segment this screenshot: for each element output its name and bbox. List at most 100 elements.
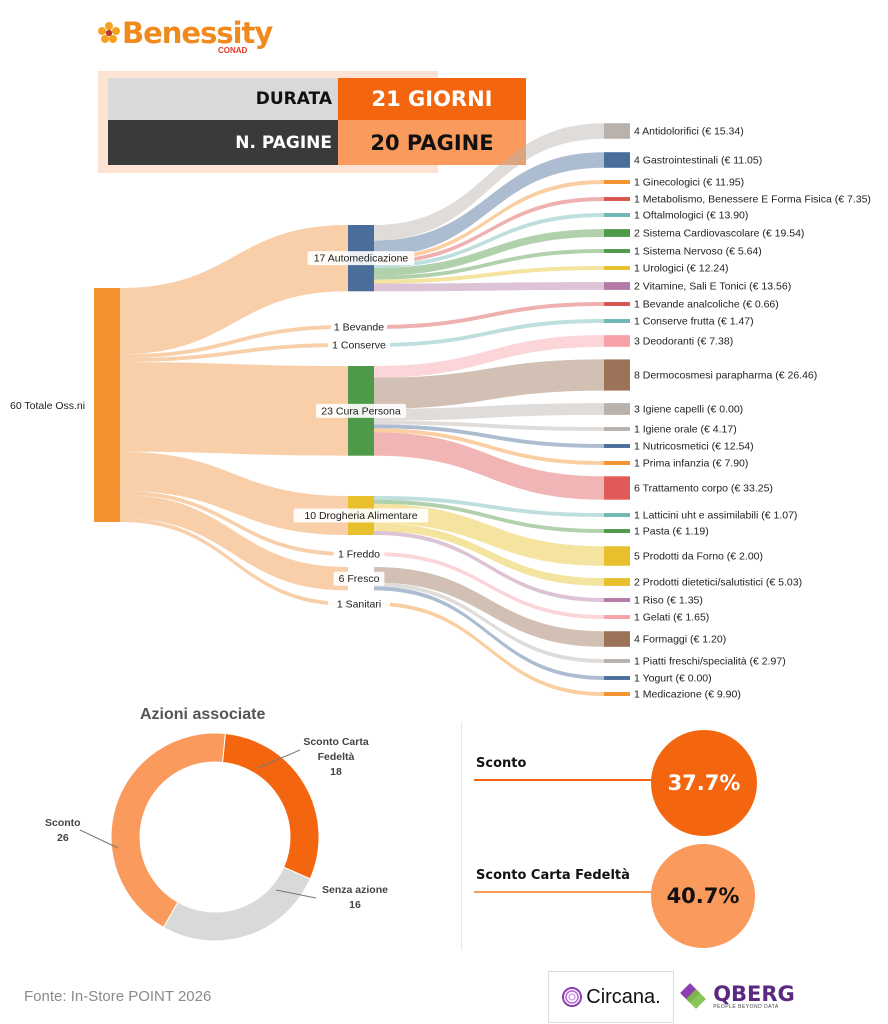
- link-1-oftalmologici-13-90: [374, 213, 604, 268]
- leaf-label-6-trattamento-corpo-33-25: 6 Trattamento corpo (€ 33.25): [634, 483, 773, 495]
- leaf-label-2-vitamine-sali-e-tonici-13-56: 2 Vitamine, Sali E Tonici (€ 13.56): [634, 281, 791, 293]
- link-source-cura: [120, 362, 348, 456]
- leaf-node-6-trattamento-corpo-33-25: [604, 476, 630, 500]
- link-1-piatti-freschi-specialit-2-97: [374, 582, 604, 663]
- leaf-node-1-urologici-12-24: [604, 266, 630, 270]
- leaf-label-1-latticini-uht-e-assimilabili-1-07: 1 Latticini uht e assimilabili (€ 1.07): [634, 510, 797, 522]
- kpi-sconto-label: Sconto: [476, 756, 527, 771]
- category-label-bg-sani: [328, 596, 390, 611]
- leaf-label-5-prodotti-da-forno-2-00: 5 Prodotti da Forno (€ 2.00): [634, 551, 763, 563]
- link-1-ginecologici-11-95: [374, 180, 604, 261]
- link-1-riso-1-35: [374, 531, 604, 602]
- leaf-label-1-piatti-freschi-specialit-2-97: 1 Piatti freschi/specialità (€ 2.97): [634, 656, 786, 668]
- kpi-sconto-circle: 37.7%: [651, 730, 757, 836]
- leaf-label-1-igiene-orale-4-17: 1 Igiene orale (€ 4.17): [634, 424, 737, 436]
- logo-sub: CONAD: [218, 46, 248, 55]
- leaf-node-1-yogurt-0-00: [604, 676, 630, 680]
- leaf-node-1-nutricosmetici-12-54: [604, 444, 630, 448]
- circana-icon: [562, 987, 583, 1007]
- leaf-label-1-prima-infanzia-7-90: 1 Prima infanzia (€ 7.90): [634, 458, 748, 470]
- kpi-fedelta-circle: 40.7%: [651, 844, 755, 948]
- link-source-fres: [120, 494, 348, 591]
- link-source-fred: [120, 490, 348, 556]
- label-senza: Senza azione 16: [322, 884, 388, 911]
- link-1-metabolismo-benessere-e-forma-fisica-7-35: [374, 197, 604, 264]
- leaf-label-2-prodotti-dietetici-salutistici-5-03: 2 Prodotti dietetici/salutistici (€ 5.03…: [634, 577, 802, 589]
- link-1-yogurt-0-00: [374, 586, 604, 680]
- link-source-bev: [120, 325, 348, 359]
- qberg-logo: QBERG PEOPLE BEYOND DATA: [676, 976, 798, 1018]
- link-1-conserve-frutta-1-47: [374, 319, 604, 347]
- label-fedelta: Sconto Carta Fedeltà 18: [303, 736, 369, 778]
- leaf-node-5-prodotti-da-forno-2-00: [604, 546, 630, 566]
- leaf-node-2-prodotti-dietetici-salutistici-5-03: [604, 578, 630, 586]
- leaf-label-3-igiene-capelli-0-00: 3 Igiene capelli (€ 0.00): [634, 404, 743, 416]
- link-1-sistema-nervoso-5-64: [374, 249, 604, 280]
- link-3-deodoranti-7-38: [374, 335, 604, 378]
- leaf-node-1-conserve-frutta-1-47: [604, 319, 630, 323]
- benessity-logo: [96, 16, 278, 66]
- leaf-label-1-yogurt-0-00: 1 Yogurt (€ 0.00): [634, 673, 712, 685]
- leaf-node-1-metabolismo-benessere-e-forma-fisica-7-35: [604, 197, 630, 201]
- leaf-label-3-deodoranti-7-38: 3 Deodoranti (€ 7.38): [634, 336, 733, 348]
- category-label-sani: 1 Sanitari: [337, 598, 381, 610]
- leaf-node-1-gelati-1-65: [604, 615, 630, 619]
- link-1-bevande-analcoliche-0-66: [374, 302, 604, 329]
- sankey-chart: 4 Antidolorifici (€ 15.34) 4 Gastrointest…: [10, 123, 871, 701]
- leaf-label-1-riso-1-35: 1 Riso (€ 1.35): [634, 595, 703, 607]
- leaf-label-1-oftalmologici-13-90: 1 Oftalmologici (€ 13.90): [634, 210, 748, 222]
- sankey-labels: 4 Antidolorifici (€ 15.34) 4 Gastrointest…: [10, 126, 871, 701]
- link-1-medicazione-9-90: [374, 602, 604, 696]
- leaf-label-1-pasta-1-19: 1 Pasta (€ 1.19): [634, 526, 709, 538]
- leaf-label-1-medicazione-9-90: 1 Medicazione (€ 9.90): [634, 689, 741, 701]
- category-label-fred: 1 Freddo: [338, 548, 380, 560]
- category-label-bg-bev: [330, 319, 388, 334]
- kpi-fedelta-line: [474, 891, 674, 893]
- link-1-pasta-1-19: [374, 499, 604, 533]
- leaf-node-2-vitamine-sali-e-tonici-13-56: [604, 282, 630, 290]
- leaf-label-1-conserve-frutta-1-47: 1 Conserve frutta (€ 1.47): [634, 316, 754, 328]
- leaf-node-4-formaggi-1-20: [604, 631, 630, 647]
- kpi-panel: Sconto 37.7% Sconto Carta Fedeltà 40.7%: [461, 722, 769, 950]
- leaf-label-1-metabolismo-benessere-e-forma-fisica-7-35: 1 Metabolismo, Benessere E Forma Fisica …: [634, 194, 871, 206]
- leaf-label-8-dermocosmesi-parapharma-26-46: 8 Dermocosmesi parapharma (€ 26.46): [634, 370, 817, 382]
- leaf-node-1-medicazione-9-90: [604, 692, 630, 696]
- leaf-node-2-sistema-cardiovascolare-19-54: [604, 229, 630, 237]
- kpi-fedelta-label: Sconto Carta Fedeltà: [476, 868, 630, 883]
- source-label: 60 Totale Oss.ni: [10, 400, 85, 412]
- link-5-prodotti-da-forno-2-00: [374, 503, 604, 566]
- link-source-sani: [120, 518, 348, 606]
- qberg-text: QBERG: [713, 982, 795, 1006]
- leaf-node-1-igiene-orale-4-17: [604, 427, 630, 431]
- durata-value: 21 GIORNI: [338, 78, 526, 120]
- category-label-bg-fred: [333, 546, 385, 561]
- leaf-node-3-deodoranti-7-38: [604, 335, 630, 347]
- donut-leader-lines: [79, 749, 317, 899]
- link-6-trattamento-corpo-33-25: [374, 432, 604, 500]
- link-1-igiene-orale-4-17: [374, 420, 604, 431]
- leaf-node-1-riso-1-35: [604, 598, 630, 602]
- link-1-prima-infanzia-7-90: [374, 428, 604, 465]
- leaf-node-4-gastrointestinali-11-05: [604, 152, 630, 168]
- source-note: Fonte: In-Store POINT 2026: [24, 988, 212, 1005]
- donut-title: Azioni associate: [140, 706, 266, 723]
- link-source-drog: [120, 451, 348, 535]
- source-node: [94, 288, 120, 522]
- info-table: DURATA 21 GIORNI N. PAGINE 20 PAGINE: [98, 71, 526, 173]
- category-label-drog: 10 Drogheria Alimentare: [304, 510, 417, 522]
- circana-text: Circana.: [586, 985, 661, 1008]
- category-label-auto: 17 Automedicazione: [314, 253, 409, 265]
- donut-slice-sconto: [110, 732, 226, 928]
- donut-chart: [110, 732, 320, 942]
- link-1-nutricosmetici-12-54: [374, 424, 604, 448]
- leaf-label-4-antidolorifici-15-34: 4 Antidolorifici (€ 15.34): [634, 126, 744, 138]
- link-4-antidolorifici-15-34: [374, 123, 604, 241]
- link-1-urologici-12-24: [374, 266, 604, 284]
- pagine-value: 20 PAGINE: [338, 120, 526, 165]
- link-2-vitamine-sali-e-tonici-13-56: [374, 282, 604, 292]
- leaf-node-1-sistema-nervoso-5-64: [604, 249, 630, 253]
- link-8-dermocosmesi-parapharma-26-46: [374, 359, 604, 409]
- leaf-node-1-pasta-1-19: [604, 529, 630, 533]
- link-1-latticini-uht-e-assimilabili-1-07: [374, 496, 604, 517]
- category-label-cons: 1 Conserve: [332, 339, 386, 351]
